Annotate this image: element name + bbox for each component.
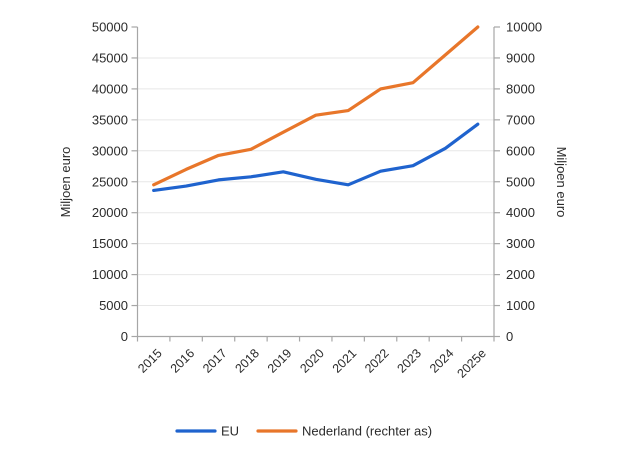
x-category-label: 2022 [362,346,392,376]
left-axis-tick-label: 25000 [92,174,128,189]
right-axis-tick-label: 8000 [506,81,535,96]
x-category-label: 2016 [168,346,198,376]
data-series [152,25,480,192]
right-axis-tick-label: 1000 [506,298,535,313]
legend: EU Nederland (rechter as) [175,424,432,439]
x-category-label: 2019 [265,346,295,376]
axes [131,26,500,342]
left-axis-tick-label: 5000 [99,298,128,313]
right-axis-tick-label: 5000 [506,174,535,189]
x-category-label: 2017 [200,346,230,376]
x-category-label: 2018 [232,346,262,376]
x-category-label: 2023 [395,346,425,376]
legend-eu-label: EU [221,424,239,439]
gridlines [137,57,494,307]
right-axis-tick-label: 6000 [506,143,535,158]
left-axis-tick-label: 40000 [92,81,128,96]
right-axis-tick-label: 3000 [506,236,535,251]
left-axis-tick-label: 10000 [92,267,128,282]
x-category-label: 2021 [330,346,360,376]
eu-series-line [152,122,480,192]
right-axis-tick-label: 7000 [506,112,535,127]
left-axis-tick-label: 20000 [92,205,128,220]
left-axis-tick-label: 15000 [92,236,128,251]
left-axis-tick-label: 45000 [92,50,128,65]
right-axis-tick-label: 9000 [506,50,535,65]
right-axis-title: Miljoen euro [554,147,569,218]
left-axis-title: Miljoen euro [58,147,73,218]
right-axis-tick-label: 10000 [506,20,542,35]
right-axis-tick-label: 4000 [506,205,535,220]
left-axis-tick-label: 35000 [92,112,128,127]
x-category-label: 2025e [454,346,489,381]
tick-labels: 0500010000150002000025000300003500040000… [92,20,542,381]
left-axis-tick-label: 0 [121,329,128,344]
legend-nederland-label: Nederland (rechter as) [302,424,432,439]
left-axis-tick-label: 50000 [92,20,128,35]
right-axis-tick-label: 0 [506,329,513,344]
x-category-label: 2024 [427,346,457,376]
right-axis-tick-label: 2000 [506,267,535,282]
left-axis-tick-label: 30000 [92,143,128,158]
nederland-series-line [152,25,480,187]
x-category-label: 2015 [135,346,165,376]
x-category-label: 2020 [297,346,327,376]
